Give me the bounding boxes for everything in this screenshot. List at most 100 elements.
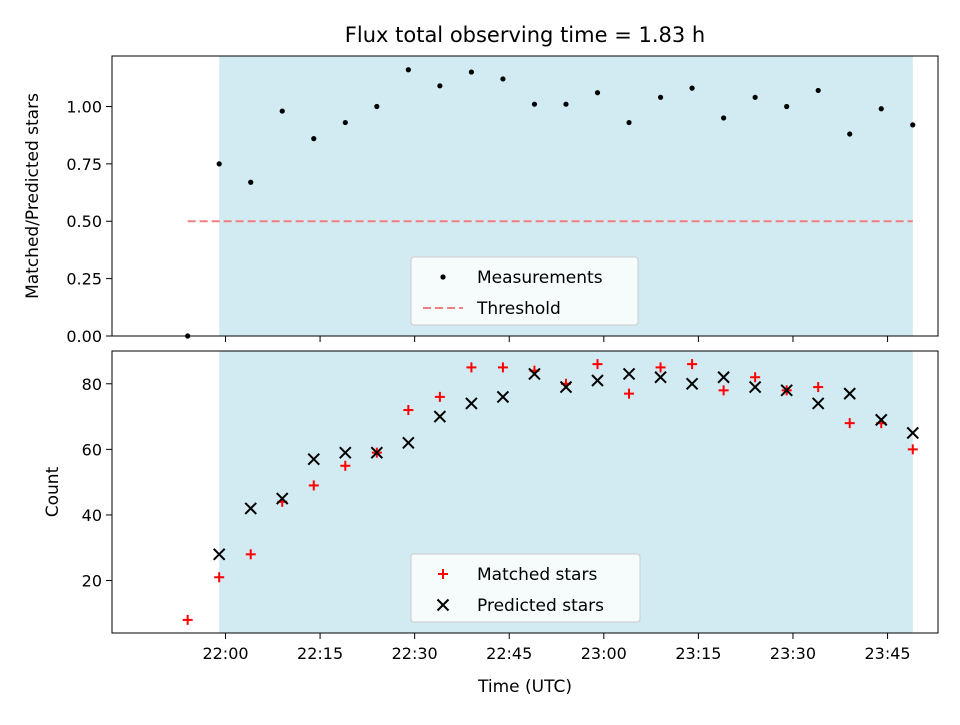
count-ytick-label: 80 xyxy=(82,375,102,394)
count-ytick-label: 60 xyxy=(82,440,102,459)
predicted-star-point-b xyxy=(307,453,320,466)
matched-star-point xyxy=(182,614,193,625)
legend-dot-marker xyxy=(440,274,446,280)
predicted-star-point xyxy=(402,436,415,450)
predicted-star-point-b xyxy=(811,397,825,410)
measurement-point xyxy=(847,131,853,137)
matched-star-point xyxy=(624,388,635,399)
predicted-star-point xyxy=(339,446,352,459)
measurement-point xyxy=(594,90,601,96)
matched-star-point xyxy=(245,549,256,560)
legend-label: Matched stars xyxy=(477,565,597,585)
predicted-star-point-b xyxy=(654,371,667,384)
predicted-star-point-b xyxy=(685,377,699,390)
measurement-point xyxy=(468,69,475,75)
predicted-star-point xyxy=(244,502,257,515)
predicted-star-point xyxy=(875,413,888,427)
matched-star-point xyxy=(340,460,351,471)
predicted-star-point-b xyxy=(212,548,226,561)
ratio-panel: 0.00 0.25 0.50 0.75 1.00 Flux total observin… xyxy=(23,23,939,346)
predicted-star-point xyxy=(591,374,604,387)
predicted-star-point-b xyxy=(496,390,510,404)
matched-star-point xyxy=(403,405,414,416)
predicted-star-point-b xyxy=(244,502,257,515)
predicted-star-point xyxy=(780,384,793,397)
measurement-point xyxy=(342,119,348,126)
ratio-ytick-label: 0.75 xyxy=(66,155,102,174)
matched-star-point xyxy=(687,359,698,370)
measurement-point xyxy=(374,103,380,110)
count-x-ticks: 22:00 22:15 22:30 22:45 23:00 23:15 23:30 23:45 xyxy=(202,633,911,663)
count-xtick-label: 22:30 xyxy=(392,644,438,663)
predicted-star-point-b xyxy=(748,380,762,394)
measurement-point xyxy=(878,106,884,112)
matched-star-point xyxy=(655,362,666,373)
count-xtick-label: 23:45 xyxy=(865,644,911,663)
measurement-point xyxy=(531,101,538,107)
ratio-marks xyxy=(185,67,916,339)
count-legend: Matched stars Predicted stars xyxy=(410,553,641,623)
matched-star-point xyxy=(907,444,918,455)
predicted-star-point-b xyxy=(875,413,888,427)
measurement-point xyxy=(248,179,254,185)
predicted-star-point-b xyxy=(843,387,856,400)
count-xtick-label: 23:00 xyxy=(581,644,627,663)
predicted-star-point-b xyxy=(339,446,352,459)
ratio-ytick-label: 0.00 xyxy=(66,327,102,346)
measurement-point xyxy=(563,101,569,107)
predicted-star-point xyxy=(654,371,667,384)
predicted-star-point xyxy=(843,387,856,400)
predicted-star-point-b xyxy=(906,426,919,440)
predicted-star-point xyxy=(685,377,699,390)
ratio-ytick-label: 0.50 xyxy=(66,212,102,231)
predicted-star-point xyxy=(212,548,226,561)
predicted-star-point xyxy=(433,410,447,423)
predicted-star-point-b xyxy=(559,380,573,394)
predicted-star-point xyxy=(276,492,289,505)
ratio-legend: Measurements Threshold xyxy=(410,256,639,326)
ratio-plot-frame xyxy=(111,55,939,337)
predicted-star-point-b xyxy=(402,436,415,450)
matched-star-point xyxy=(308,480,319,491)
measurement-point xyxy=(815,87,821,94)
legend-x-marker xyxy=(436,598,450,612)
matched-star-point xyxy=(592,359,603,370)
measurement-point xyxy=(721,115,727,121)
matched-star-point xyxy=(750,372,761,383)
ratio-ytick-label: 1.00 xyxy=(66,97,102,116)
legend-box xyxy=(410,553,641,623)
measurement-point xyxy=(657,94,664,100)
legend-box xyxy=(410,256,639,326)
matched-star-point xyxy=(214,572,225,583)
predicted-star-point-b xyxy=(465,397,478,410)
predicted-star-point-b xyxy=(591,374,604,387)
predicted-star-point-b xyxy=(622,367,636,381)
legend-label: Threshold xyxy=(476,299,561,319)
x-axis-label: Time (UTC) xyxy=(477,677,572,697)
matched-star-point xyxy=(497,362,508,373)
measurement-point xyxy=(279,108,285,114)
legend-label: Measurements xyxy=(477,268,603,288)
count-plot-frame xyxy=(111,350,939,634)
predicted-star-point xyxy=(496,390,510,404)
measurement-point xyxy=(437,83,443,89)
predicted-star-point-b xyxy=(370,446,384,459)
predicted-star-point-b xyxy=(528,367,541,381)
measurement-point xyxy=(216,161,222,167)
count-xtick-label: 23:30 xyxy=(770,644,816,663)
chart-title: Flux total observing time = 1.83 h xyxy=(345,23,705,47)
predicted-star-point-b xyxy=(276,492,289,505)
count-ytick-label: 40 xyxy=(82,506,102,525)
predicted-star-point xyxy=(465,397,478,410)
legend-plus-marker xyxy=(438,569,448,579)
legend-label: Predicted stars xyxy=(477,596,604,616)
count-y-axis-label: Count xyxy=(43,466,63,517)
legend-x-marker-b xyxy=(436,598,450,612)
predicted-star-point xyxy=(622,367,636,381)
count-y-ticks: 20 40 60 80 xyxy=(82,375,112,591)
count-xtick-label: 22:15 xyxy=(297,644,343,663)
measurement-point xyxy=(311,136,317,142)
count-xtick-label: 23:15 xyxy=(675,644,721,663)
